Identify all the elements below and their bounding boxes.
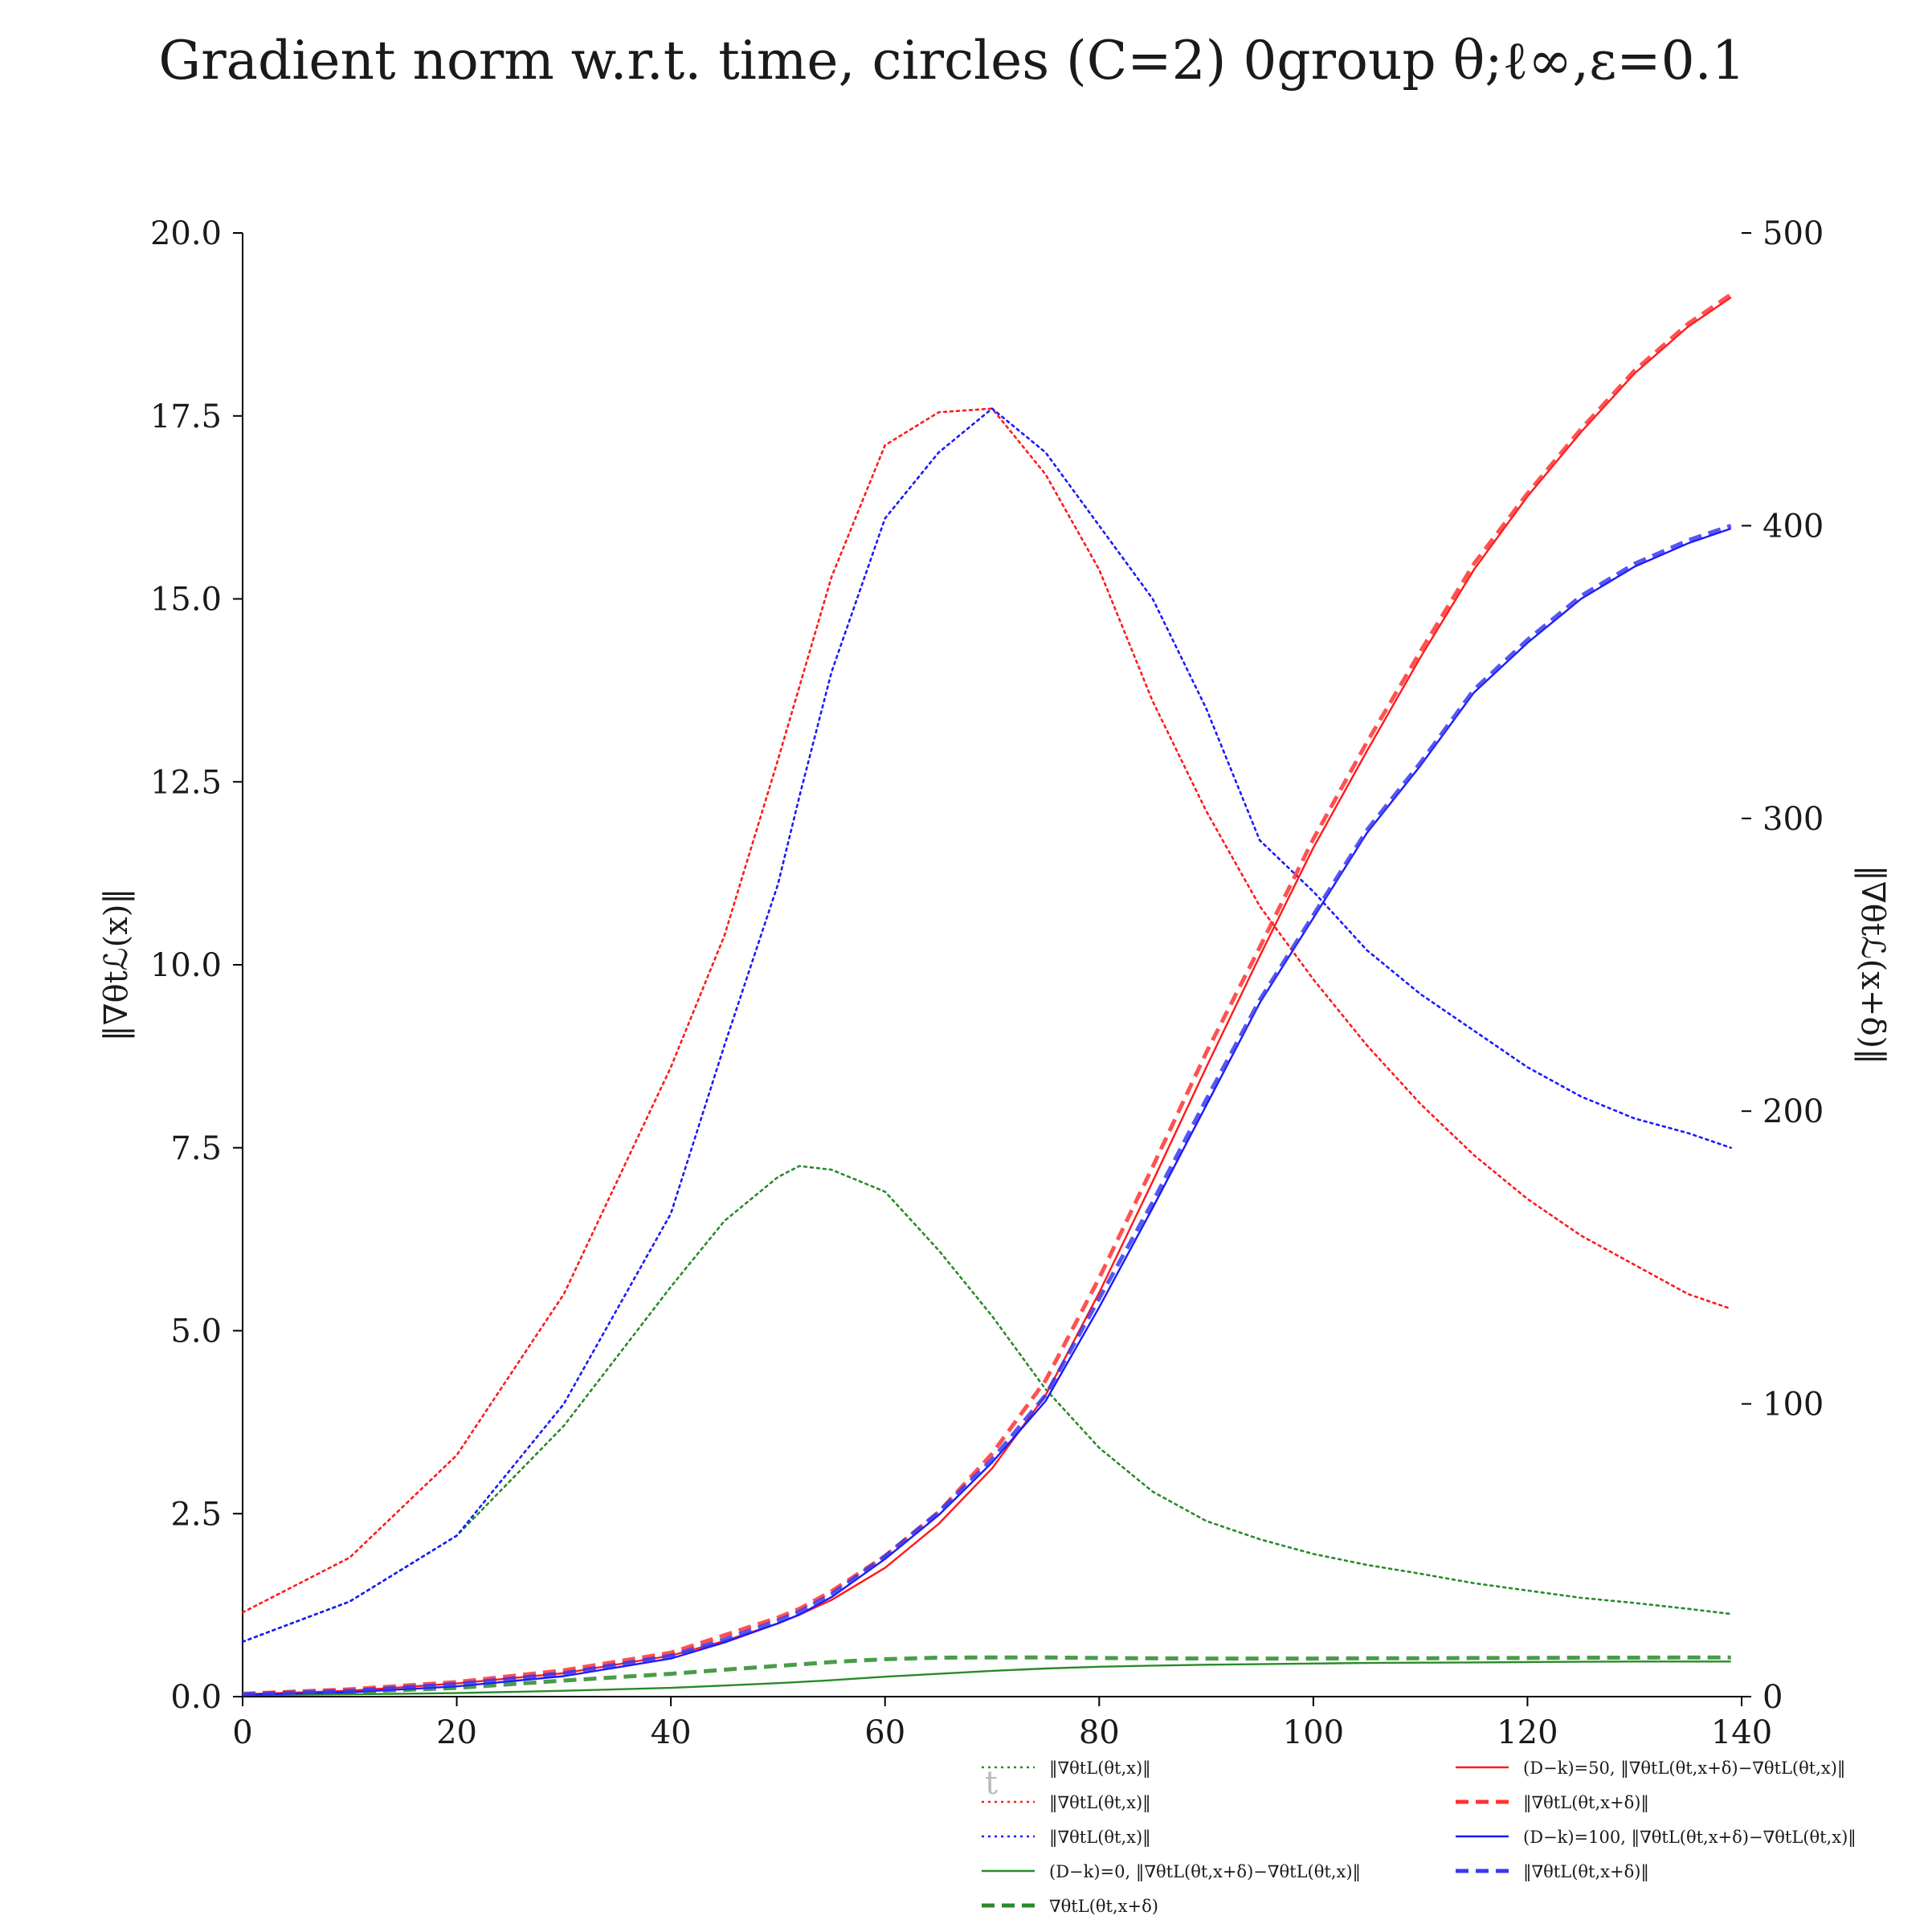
- series-line-8: [242, 527, 1732, 1696]
- series-line-7: [242, 292, 1733, 1696]
- y-right-tick-label: 500: [1763, 215, 1824, 252]
- x-tick-label: 20: [436, 1714, 477, 1751]
- y-axis-right-label: ‖∇θtℒ(x+δ)‖: [1854, 865, 1891, 1064]
- series-line-2: [241, 407, 1732, 1614]
- y-left-tick-label: 20.0: [150, 215, 222, 252]
- series-line-6: [242, 296, 1732, 1696]
- legend-label: ∇θtL(θt,x+δ): [1049, 1897, 1158, 1916]
- series-layer: [241, 292, 1733, 1697]
- legend-label: ‖∇θtL(θt,x+δ)‖: [1523, 1862, 1649, 1882]
- y-left-tick-label: 5.0: [170, 1313, 222, 1350]
- x-tick-label: 60: [864, 1714, 905, 1751]
- legend-label: ‖∇θtL(θt,x)‖: [1049, 1828, 1151, 1848]
- axes: 0 20 40 60 80 100 120 140 0.0 2.5 5.0 7.5 10.0 12.5 15…: [98, 215, 1891, 1802]
- x-axis-label: t: [985, 1765, 998, 1802]
- legend-label: (D−k)=0, ‖∇θtL(θt,x+δ)−∇θtL(θt,x)‖: [1049, 1862, 1361, 1882]
- y-right-tick-label: 100: [1763, 1387, 1824, 1423]
- y-right-tick-label: 300: [1763, 801, 1824, 838]
- legend: ‖∇θtL(θt,x)‖ ‖∇θtL(θt,x)‖ ‖∇θtL(θt,x)‖ (D−k…: [982, 1758, 1857, 1916]
- series-line-1: [241, 1165, 1732, 1643]
- y-left-tick-label: 10.0: [150, 947, 222, 984]
- legend-label: (D−k)=50, ‖∇θtL(θt,x+δ)−∇θtL(θt,x)‖: [1523, 1758, 1845, 1779]
- y-left-tick-label: 7.5: [170, 1130, 222, 1167]
- series-line-9: [242, 524, 1732, 1697]
- y-left-tick-label: 15.0: [150, 582, 222, 619]
- y-right-tick-label: 400: [1763, 508, 1824, 545]
- legend-label: ‖∇θtL(θt,x)‖: [1049, 1793, 1151, 1813]
- y-right-tick-label: 0: [1763, 1679, 1783, 1716]
- series-line-3: [241, 407, 1732, 1643]
- series-line-5: [242, 1655, 1731, 1697]
- y-left-tick-label: 12.5: [150, 764, 222, 801]
- x-tick-label: 100: [1283, 1714, 1344, 1751]
- legend-label: ‖∇θtL(θt,x)‖: [1049, 1758, 1151, 1779]
- legend-label: ‖∇θtL(θt,x+δ)‖: [1523, 1793, 1649, 1813]
- x-tick-label: 0: [232, 1714, 252, 1751]
- legend-label: (D−k)=100, ‖∇θtL(θt,x+δ)−∇θtL(θt,x)‖: [1523, 1828, 1857, 1848]
- series-line-4: [242, 1660, 1731, 1697]
- y-right-tick-label: 200: [1763, 1093, 1824, 1130]
- chart-title: Gradient norm w.r.t. time, circles (C=2)…: [158, 30, 1745, 92]
- x-tick-label: 80: [1079, 1714, 1120, 1751]
- y-left-tick-label: 0.0: [170, 1679, 222, 1716]
- x-tick-label: 40: [651, 1714, 692, 1751]
- y-left-tick-label: 17.5: [150, 398, 222, 435]
- x-tick-label: 120: [1497, 1714, 1558, 1751]
- y-axis-left-label: ‖∇θtℒ(x)‖: [98, 888, 135, 1042]
- y-left-tick-label: 2.5: [170, 1496, 222, 1533]
- x-tick-label: 140: [1711, 1714, 1772, 1751]
